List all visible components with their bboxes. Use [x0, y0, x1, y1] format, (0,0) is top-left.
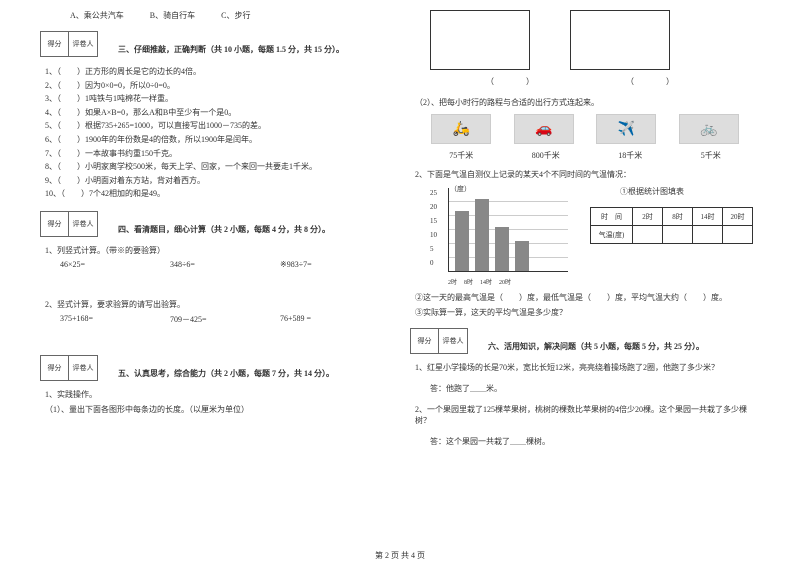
- opt-b: B、骑自行车: [150, 11, 195, 20]
- bar-chart: （度） 25 20 15 10 5 0 2时 8时 14时 20时: [430, 186, 570, 286]
- calc-item: 46×25=: [60, 260, 170, 269]
- word-q1: 1、红星小学操场的长是70米，宽比长短12米，亮亮绕着操场跑了2圈，他跑了多少米…: [410, 362, 760, 373]
- blank-label: （ ）: [600, 76, 700, 87]
- judge-item: 4、（ ）如果A×B=0，那么A和B中至少有一个是0。: [45, 106, 390, 120]
- chart-s2: ②这一天的最高气温是（ ）度，最低气温是（ ）度，平均气温大约（ ）度。: [410, 292, 760, 303]
- score-label: 得分: [41, 356, 69, 380]
- y-axis: 25 20 15 10 5 0: [430, 186, 437, 270]
- dist-label: 5千米: [701, 150, 721, 161]
- score-box: 得分 评卷人: [40, 31, 98, 57]
- judge-item: 5、（ ）根据735+265=1000，可以直接写出1000－735的差。: [45, 119, 390, 133]
- grader-label: 评卷人: [439, 329, 467, 353]
- bars: [448, 188, 568, 272]
- grader-label: 评卷人: [69, 356, 97, 380]
- opt-a: A、乘公共汽车: [70, 11, 124, 20]
- bar: [475, 199, 489, 271]
- vehicle-icon: 🚗: [514, 114, 574, 144]
- dist-label: 18千米: [618, 150, 642, 161]
- vehicle-icon: ✈️: [596, 114, 656, 144]
- judge-item: 6、（ ）1900年的年份数是4的倍数，所以1900年是闰年。: [45, 133, 390, 147]
- section-6-title: 六、活用知识，解决问题（共 5 小题，每题 5 分，共 25 分）。: [488, 341, 704, 354]
- word-q2: 2、一个果园里栽了125棵苹果树，桃树的棵数比苹果树的4倍少20棵。这个果园一共…: [410, 404, 760, 426]
- judge-item: 10、（ ）7个42相加的和是49。: [45, 187, 390, 201]
- calc-item: 348÷6=: [170, 260, 280, 269]
- calc-q1: 1、列竖式计算。（带※的要验算）: [40, 245, 390, 256]
- judge-item: 7、（ ）一本故事书约重150千克。: [45, 147, 390, 161]
- x-axis: 2时 8时 14时 20时: [448, 277, 511, 286]
- cell: [663, 226, 693, 244]
- temp-table: 时 间 2时 8时 14时 20时 气温(度): [590, 207, 753, 244]
- calc-q2: 2、竖式计算，要求验算的请写出验算。: [40, 299, 390, 310]
- chart-table-wrap: ①根据统计图填表 时 间 2时 8时 14时 20时 气温(度): [590, 186, 753, 286]
- cell: [693, 226, 723, 244]
- dist-label: 800千米: [532, 150, 560, 161]
- section-6-header: 得分 评卷人 六、活用知识，解决问题（共 5 小题，每题 5 分，共 25 分）…: [410, 328, 760, 354]
- connect-q: （2）、把每小时行的路程与合适的出行方式连起来。: [410, 97, 760, 108]
- score-box: 得分 评卷人: [40, 211, 98, 237]
- judge-list: 1、（ ）正方形的周长是它的边长的4倍。 2、（ ）因为0×0=0，所以0÷0=…: [40, 65, 390, 201]
- th: 时 间: [591, 208, 633, 226]
- grader-label: 评卷人: [69, 32, 97, 56]
- dist-label: 75千米: [449, 150, 473, 161]
- cell: [633, 226, 663, 244]
- judge-item: 2、（ ）因为0×0=0，所以0÷0=0。: [45, 79, 390, 93]
- chart-s3: ③实际算一算，这天的平均气温是多少度？: [410, 307, 760, 318]
- page-footer: 第 2 页 共 4 页: [0, 550, 800, 561]
- judge-item: 8、（ ）小明家离学校500米，每天上学、回家，一个来回一共要走1千米。: [45, 160, 390, 174]
- section-4-title: 四、看清题目，细心计算（共 2 小题，每题 4 分，共 8 分）。: [118, 224, 330, 237]
- row-label: 气温(度): [591, 226, 633, 244]
- blank-label: （ ）: [460, 76, 560, 87]
- section-5-header: 得分 评卷人 五、认真思考，综合能力（共 2 小题，每题 7 分，共 14 分）…: [40, 355, 390, 381]
- section-4-header: 得分 评卷人 四、看清题目，细心计算（共 2 小题，每题 4 分，共 8 分）。: [40, 211, 390, 237]
- practice-q1: 1、实践操作。: [40, 389, 390, 400]
- vehicle-labels: 75千米 800千米 18千米 5千米: [410, 150, 760, 161]
- calc-row-1: 46×25= 348÷6= ※983÷7=: [40, 260, 390, 269]
- chart-area: （度） 25 20 15 10 5 0 2时 8时 14时 20时 ①根据统计图…: [410, 186, 760, 286]
- shape-labels: （ ） （ ）: [410, 76, 760, 87]
- calc-item: 76+589 =: [280, 314, 390, 325]
- section-5-title: 五、认真思考，综合能力（共 2 小题，每题 7 分，共 14 分）。: [118, 368, 334, 381]
- temp-q: 2、下面是气温自测仪上记录的某天4个不同时间的气温情况：: [410, 169, 760, 180]
- calc-item: 709－425=: [170, 314, 280, 325]
- grader-label: 评卷人: [69, 212, 97, 236]
- bar: [495, 227, 509, 271]
- opt-c: C、步行: [221, 11, 250, 20]
- judge-item: 1、（ ）正方形的周长是它的边长的4倍。: [45, 65, 390, 79]
- score-box: 得分 评卷人: [40, 355, 98, 381]
- score-box: 得分 评卷人: [410, 328, 468, 354]
- section-3-title: 三、仔细推敲，正确判断（共 10 小题，每题 1.5 分，共 15 分）。: [118, 44, 344, 57]
- judge-item: 9、（ ）小明面对着东方站，背对着西方。: [45, 174, 390, 188]
- section-3-header: 得分 评卷人 三、仔细推敲，正确判断（共 10 小题，每题 1.5 分，共 15…: [40, 31, 390, 57]
- vehicle-row: 🛵 🚗 ✈️ 🚲: [410, 114, 760, 144]
- shape-row: [410, 10, 760, 70]
- shape-box: [570, 10, 670, 70]
- judge-item: 3、（ ）1吨铁与1吨棉花一样重。: [45, 92, 390, 106]
- th: 20时: [723, 208, 753, 226]
- score-label: 得分: [41, 32, 69, 56]
- th: 14时: [693, 208, 723, 226]
- bar: [515, 241, 529, 271]
- shape-box: [430, 10, 530, 70]
- score-label: 得分: [411, 329, 439, 353]
- calc-item: 375+168=: [60, 314, 170, 325]
- calc-item: ※983÷7=: [280, 260, 390, 269]
- score-label: 得分: [41, 212, 69, 236]
- word-a2: 答：这个果园一共栽了＿＿棵树。: [410, 436, 760, 447]
- vehicle-icon: 🛵: [431, 114, 491, 144]
- table-title: ①根据统计图填表: [590, 186, 753, 197]
- option-row: A、乘公共汽车 B、骑自行车 C、步行: [40, 10, 390, 21]
- cell: [723, 226, 753, 244]
- practice-s1: （1）、量出下面各图形中每条边的长度。（以厘米为单位）: [40, 404, 390, 415]
- calc-row-2: 375+168= 709－425= 76+589 =: [40, 314, 390, 325]
- word-a1: 答：他跑了＿＿米。: [410, 383, 760, 394]
- bar: [455, 211, 469, 271]
- vehicle-icon: 🚲: [679, 114, 739, 144]
- th: 2时: [633, 208, 663, 226]
- th: 8时: [663, 208, 693, 226]
